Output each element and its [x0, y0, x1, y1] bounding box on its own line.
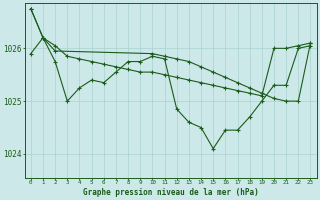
X-axis label: Graphe pression niveau de la mer (hPa): Graphe pression niveau de la mer (hPa): [83, 188, 259, 197]
